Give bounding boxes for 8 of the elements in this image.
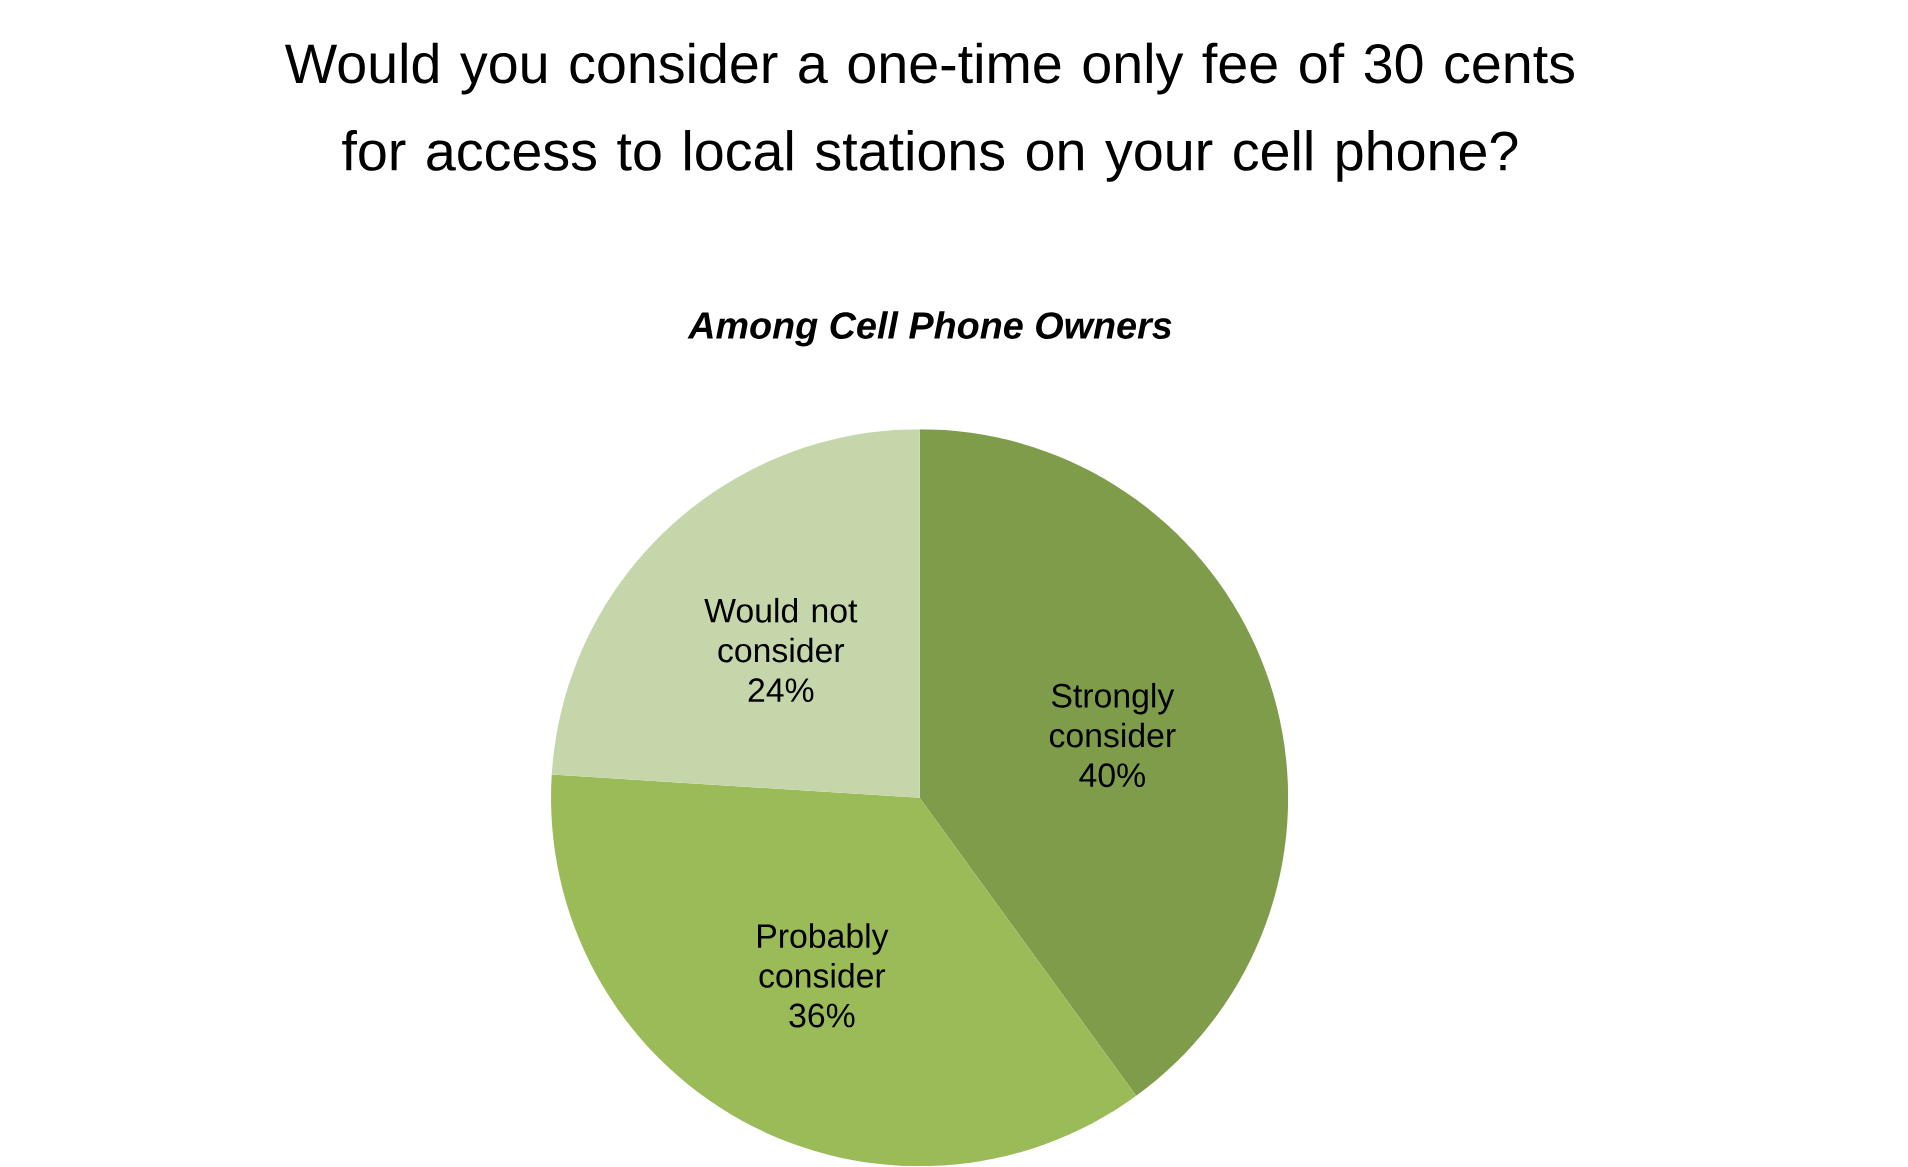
chart-title: Would you consider a one-time only fee of 30 cents for access to local stations on your cell phone? <box>284 42 1574 182</box>
slice-label: Strongly consider <box>1049 682 1176 748</box>
data-label: 40% <box>1079 763 1145 788</box>
data-label: 24% <box>748 678 814 702</box>
slice-label: Probably consider <box>758 923 889 988</box>
data-label: 36% <box>789 1003 855 1028</box>
slice-label: Would not consider <box>704 597 858 663</box>
chart-subtitle: Among Cell Phone Owners <box>687 311 1172 347</box>
